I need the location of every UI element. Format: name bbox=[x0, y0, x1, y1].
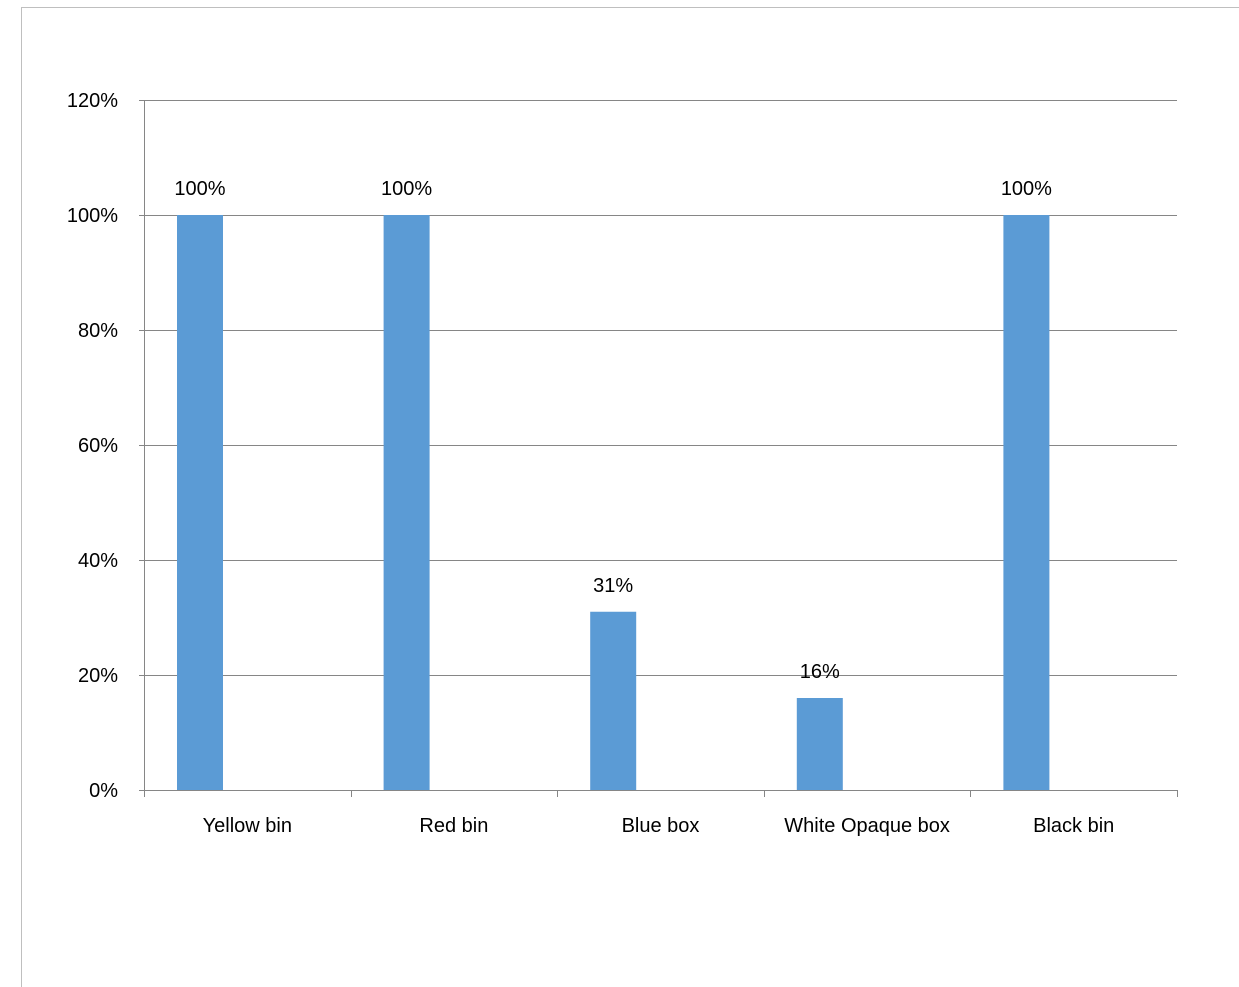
chart-area bbox=[21, 7, 1239, 987]
bars bbox=[177, 215, 1050, 790]
data-label: 100% bbox=[381, 178, 432, 200]
y-tick-label: 80% bbox=[78, 320, 118, 342]
bar bbox=[796, 698, 843, 790]
data-label: 31% bbox=[593, 575, 633, 597]
data-label: 100% bbox=[1001, 178, 1052, 200]
y-tick-label: 20% bbox=[78, 665, 118, 687]
data-labels: 100% 100% 31% 16% 100% bbox=[174, 178, 1052, 683]
bar bbox=[383, 215, 430, 790]
y-tick-label: 120% bbox=[67, 90, 118, 112]
data-label: 16% bbox=[800, 661, 840, 683]
x-tick-label: Yellow bin bbox=[203, 815, 292, 837]
y-tick-label: 40% bbox=[78, 550, 118, 572]
y-tick-label: 0% bbox=[89, 780, 118, 802]
y-tick-label: 100% bbox=[67, 205, 118, 227]
x-tick-label: Red bin bbox=[419, 815, 488, 837]
bar bbox=[1003, 215, 1050, 790]
bar bbox=[590, 611, 637, 790]
x-axis: Yellow bin Red bin Blue box White Opaque bo… bbox=[144, 790, 1178, 837]
y-axis: 0% 20% 40% 60% 80% 100% 120% bbox=[67, 90, 145, 802]
data-label: 100% bbox=[174, 178, 225, 200]
x-tick-label: White Opaque box bbox=[784, 815, 950, 837]
bar bbox=[177, 215, 223, 790]
x-tick-label: Black bin bbox=[1033, 815, 1114, 837]
y-tick-label: 60% bbox=[78, 435, 118, 457]
x-tick-label: Blue box bbox=[622, 815, 700, 837]
